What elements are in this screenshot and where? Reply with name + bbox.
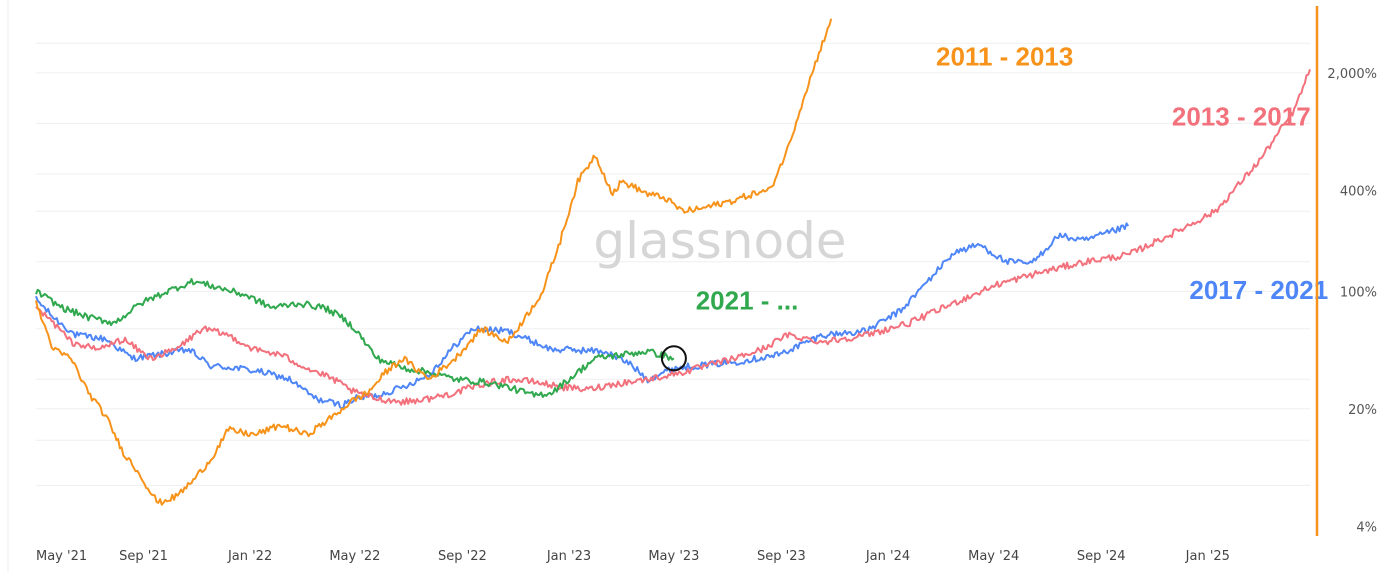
- x-tick-label-6: May '23: [648, 549, 699, 564]
- series-label-2011-2013: 2011 - 2013: [936, 42, 1073, 72]
- x-tick-label-9: May '24: [968, 549, 1019, 564]
- series-label-2021: 2021 - ...: [696, 286, 799, 316]
- x-tick-label-11: Jan '25: [1185, 549, 1230, 564]
- y-tick-label-1: 20%: [1348, 403, 1377, 418]
- gridlines: [36, 42, 1310, 486]
- series-layer: [35, 18, 1311, 506]
- y-axis-ticks: 4% 20% 100% 400% 2,000%: [1327, 67, 1377, 535]
- marker-layer: [660, 345, 687, 372]
- y-tick-label-3: 400%: [1340, 184, 1377, 199]
- x-axis-ticks: May '21 Sep '21 Jan '22 May '22 Sep '22 Jan '…: [36, 549, 1230, 564]
- x-tick-label-4: Sep '22: [438, 549, 487, 564]
- series-label-2013-2017: 2013 - 2017: [1172, 102, 1311, 132]
- series-label-2017-2021: 2017 - 2021: [1189, 275, 1328, 305]
- series-line-2013-2017: [35, 68, 1311, 406]
- watermark-text: glassnode: [593, 212, 846, 270]
- y-tick-label-2: 100%: [1340, 285, 1377, 300]
- x-tick-label-5: Jan '23: [546, 549, 591, 564]
- series-line-2011-2013: [35, 18, 833, 506]
- x-tick-label-10: Sep '24: [1077, 549, 1126, 564]
- series-line-2021: [35, 278, 675, 398]
- current-position-marker: [660, 345, 687, 372]
- x-tick-label-8: Jan '24: [865, 549, 910, 564]
- x-tick-label-0: May '21: [36, 549, 87, 564]
- series-line-2017-2021: [35, 222, 1130, 410]
- x-tick-label-1: Sep '21: [119, 549, 168, 564]
- y-tick-label-4: 2,000%: [1327, 67, 1377, 82]
- x-tick-label-2: Jan '22: [227, 549, 272, 564]
- x-tick-label-7: Sep '23: [757, 549, 806, 564]
- series-labels: 2017 - 2021 2013 - 2017 2021 - ... 2011 - 2…: [696, 42, 1328, 316]
- x-tick-label-3: May '22: [329, 549, 380, 564]
- y-tick-label-0: 4%: [1356, 520, 1377, 535]
